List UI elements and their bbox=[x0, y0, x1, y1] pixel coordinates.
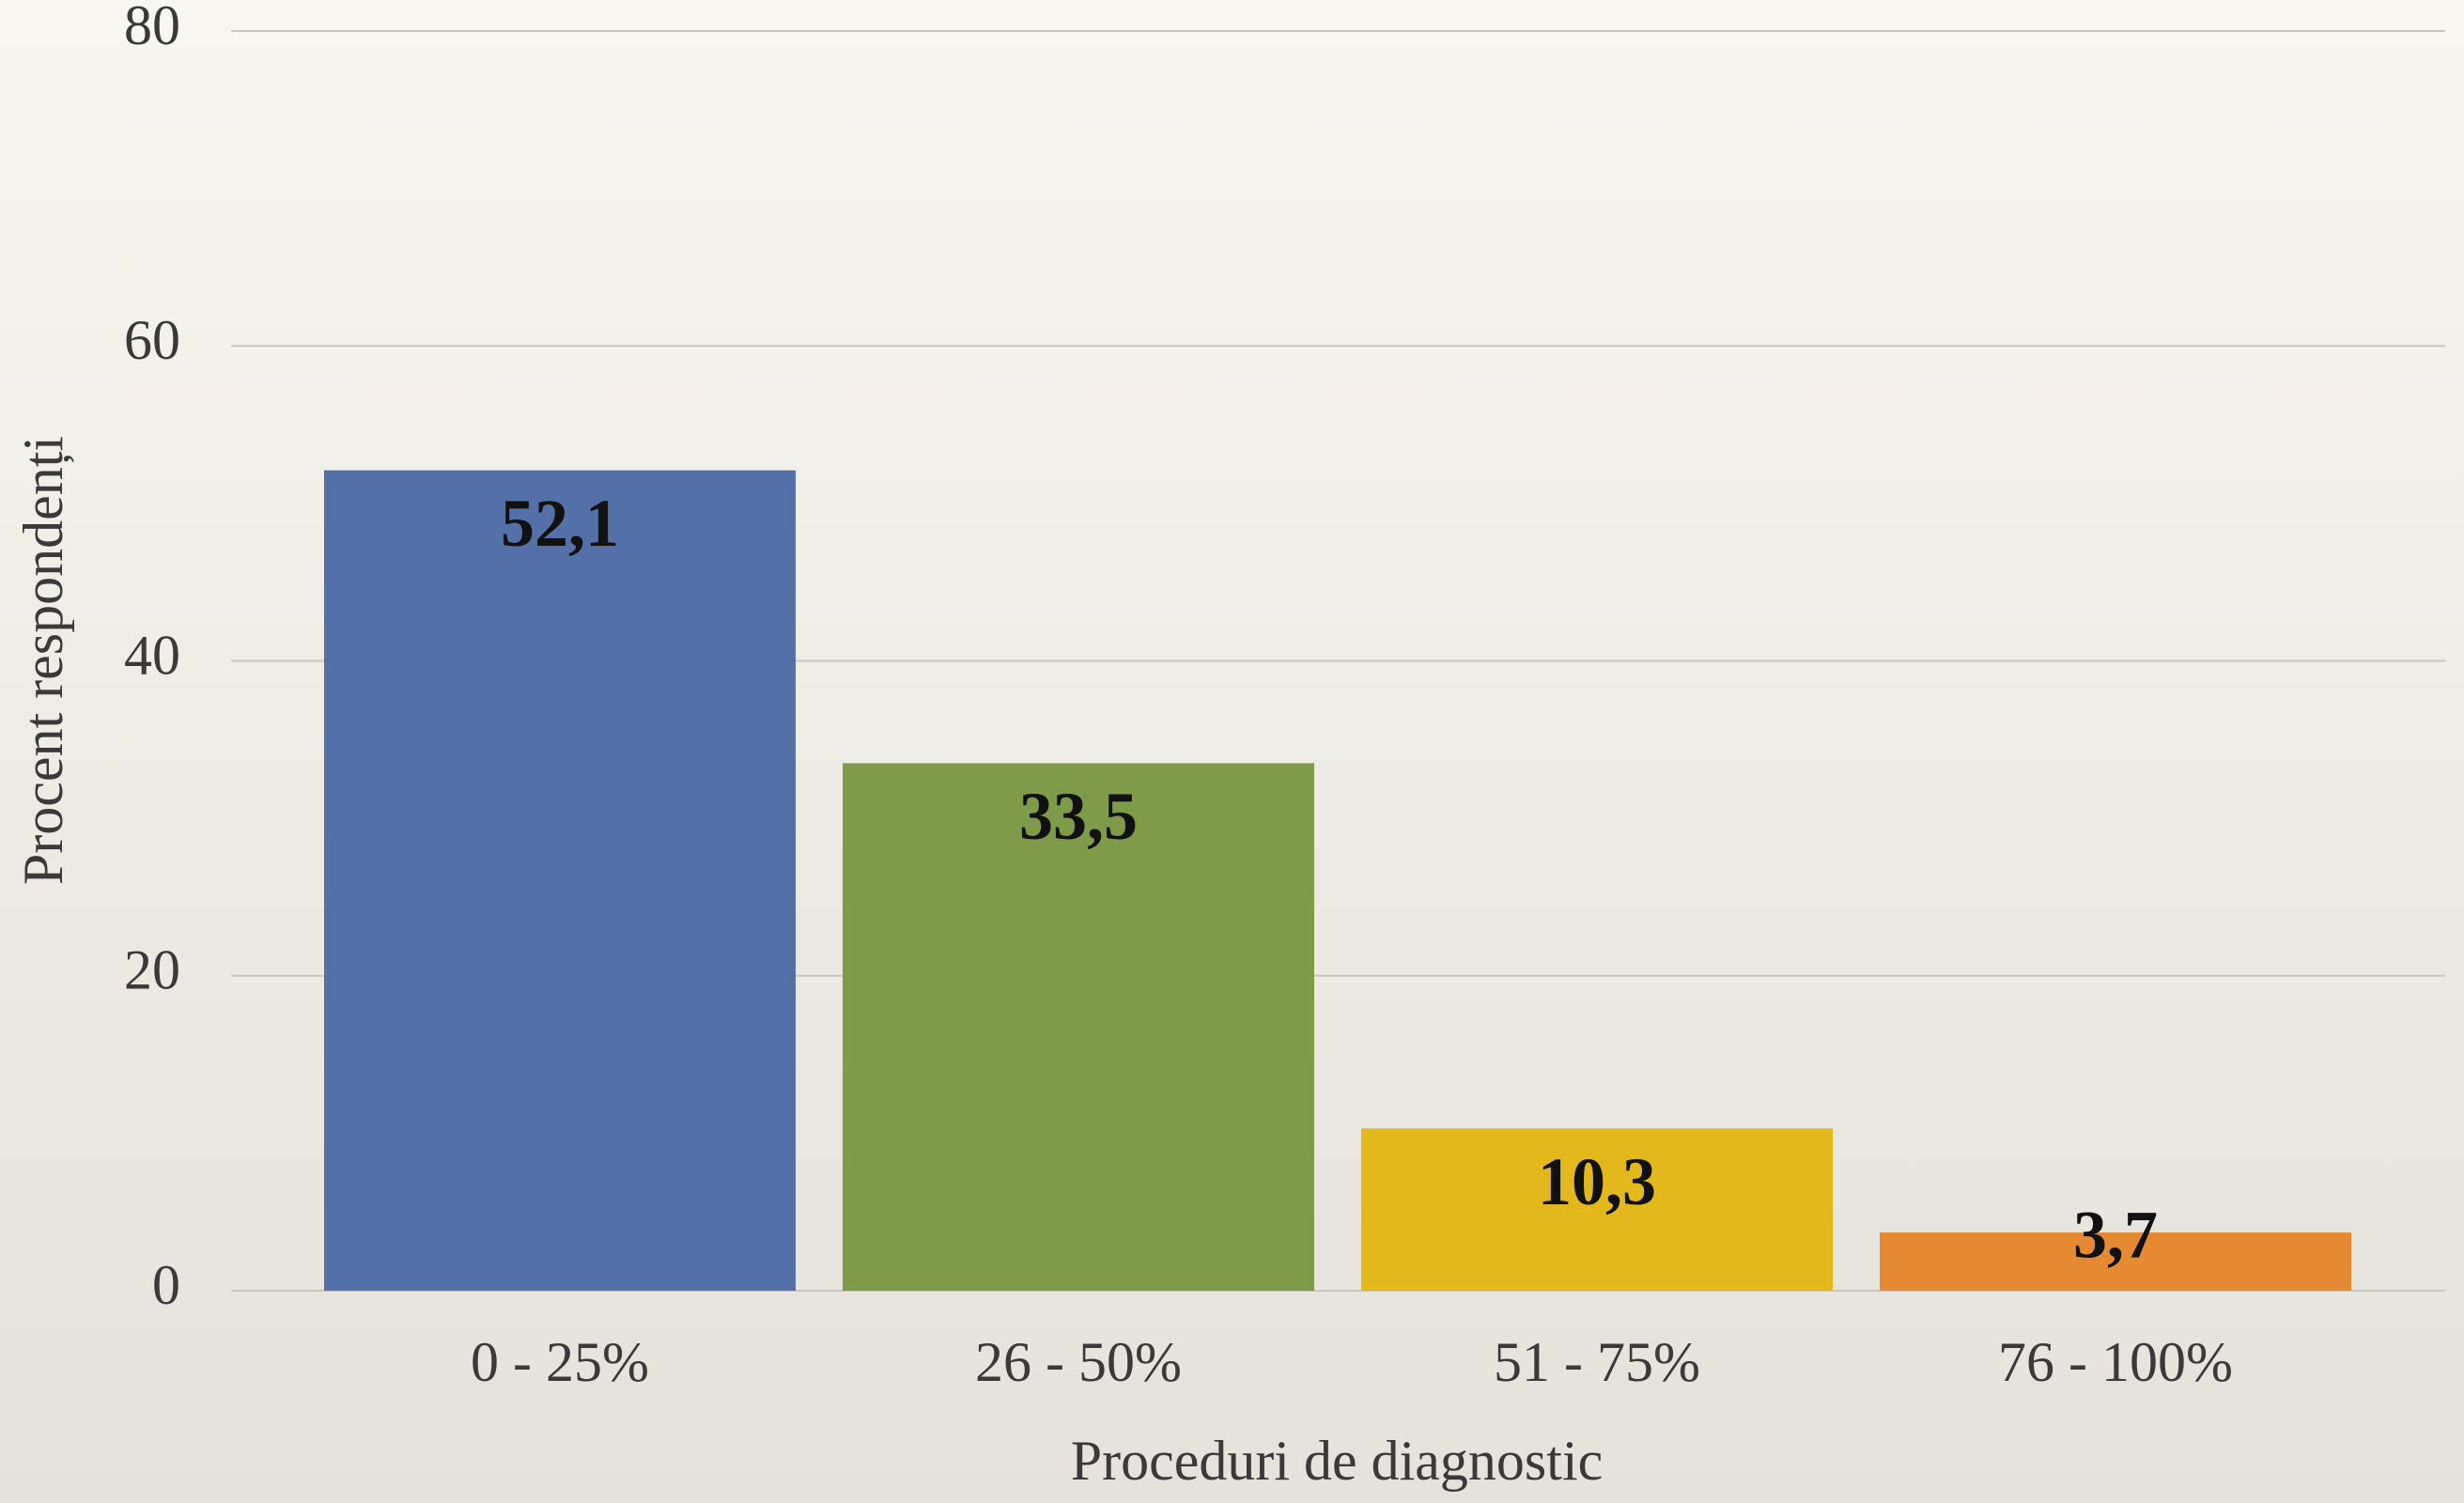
y-tick-label: 40 bbox=[124, 624, 180, 686]
bar bbox=[324, 470, 796, 1292]
bar bbox=[1880, 1232, 2351, 1291]
x-tick-label: 0 - 25% bbox=[471, 1331, 649, 1393]
value-label: 33,5 bbox=[1019, 779, 1138, 854]
x-axis-title: Proceduri de diagnostic bbox=[1071, 1430, 1604, 1492]
x-tick-label: 76 - 100% bbox=[1998, 1331, 2233, 1393]
y-tick-label: 60 bbox=[124, 309, 180, 371]
x-tick-label: 51 - 75% bbox=[1494, 1331, 1700, 1393]
y-axis-title: Procent respondenți bbox=[12, 436, 74, 885]
value-label: 3,7 bbox=[2073, 1198, 2158, 1273]
bar bbox=[843, 763, 1314, 1291]
x-tick-label: 26 - 50% bbox=[975, 1331, 1182, 1393]
y-tick-label: 80 bbox=[124, 0, 180, 56]
y-tick-label: 20 bbox=[124, 939, 180, 1001]
bar bbox=[1361, 1128, 1833, 1291]
value-label: 52,1 bbox=[501, 486, 619, 561]
value-label: 10,3 bbox=[1538, 1144, 1656, 1219]
y-tick-label: 0 bbox=[152, 1254, 180, 1316]
